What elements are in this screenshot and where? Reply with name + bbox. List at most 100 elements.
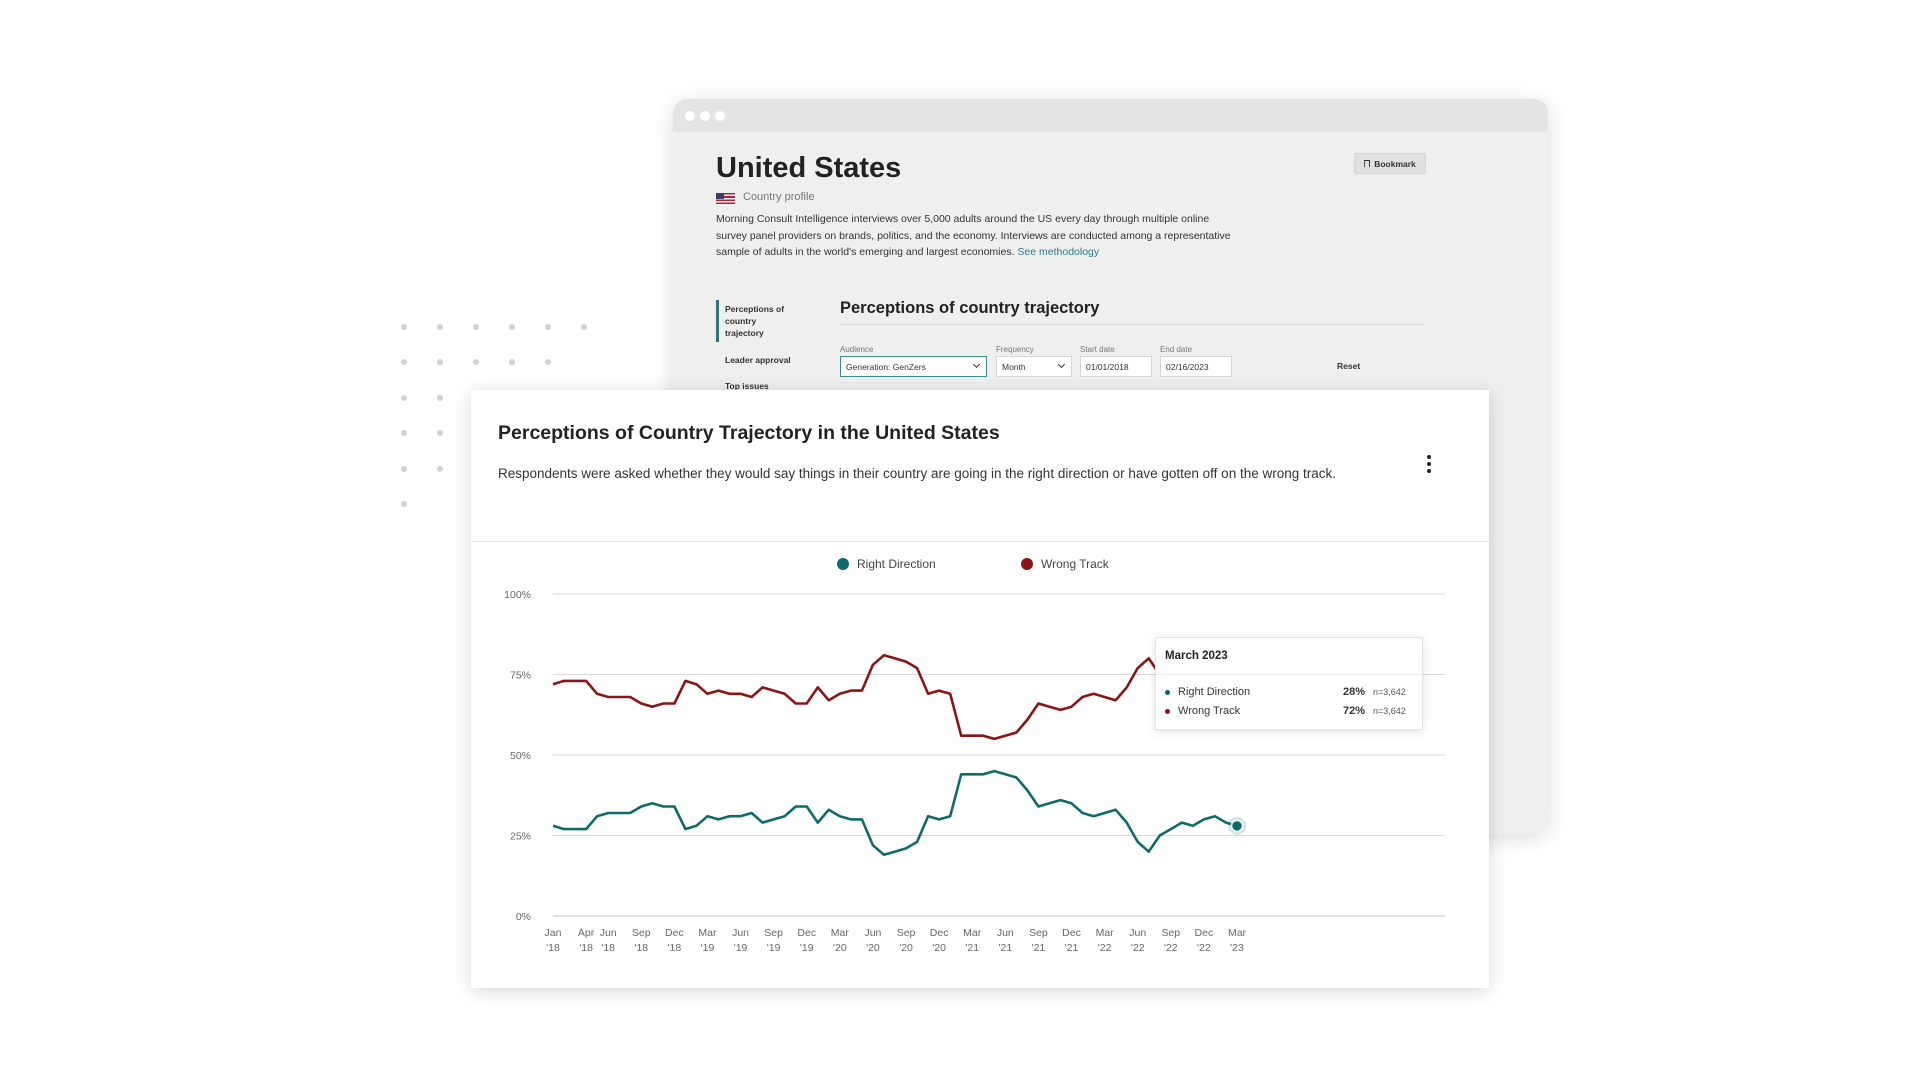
x-tick-label: '20 bbox=[866, 942, 880, 954]
x-tick-label: Jun bbox=[864, 927, 881, 939]
tooltip-sample-size: n=3,642 bbox=[1373, 687, 1406, 697]
x-tick-label: Dec bbox=[930, 927, 949, 939]
wrong-track-line[interactable] bbox=[552, 653, 1238, 741]
x-tick-label: Apr bbox=[578, 927, 595, 939]
x-tick-label: '18 bbox=[546, 942, 560, 954]
dot-icon bbox=[545, 359, 551, 365]
tooltip-label: Right Direction bbox=[1178, 686, 1251, 698]
tooltip-value: 72% bbox=[1342, 705, 1365, 717]
dot-icon bbox=[437, 430, 443, 436]
y-tick-label: 100% bbox=[504, 589, 531, 601]
dot-icon bbox=[401, 324, 407, 330]
x-tick-label: Mar bbox=[1096, 927, 1115, 939]
dot-icon bbox=[509, 359, 515, 365]
start-date-input[interactable]: 01/01/2018 bbox=[1080, 356, 1152, 377]
frequency-select[interactable]: Month bbox=[996, 356, 1072, 377]
series-dot-icon bbox=[1165, 708, 1170, 714]
x-tick-label: '19 bbox=[734, 942, 748, 954]
tooltip-title: March 2023 bbox=[1165, 650, 1228, 662]
chart-description: Respondents were asked whether they woul… bbox=[498, 466, 1336, 481]
methodology-link[interactable]: See methodology bbox=[1017, 246, 1100, 258]
section-nav: Perceptions of country trajectory Leader… bbox=[716, 300, 816, 392]
x-tick-label: '18 bbox=[668, 942, 682, 954]
dot-icon bbox=[437, 324, 443, 330]
y-tick-label: 75% bbox=[510, 670, 531, 682]
dot-icon bbox=[437, 359, 443, 365]
section-title: Perceptions of country trajectory bbox=[840, 299, 1100, 317]
start-date-value: 01/01/2018 bbox=[1086, 361, 1129, 372]
tooltip-value: 28% bbox=[1342, 686, 1365, 698]
tooltip-label: Wrong Track bbox=[1178, 705, 1241, 717]
right-direction-line[interactable] bbox=[552, 769, 1238, 857]
legend-item-wrong-track[interactable]: Wrong Track bbox=[1021, 557, 1109, 571]
x-tick-label: '22 bbox=[1098, 942, 1112, 954]
us-flag-icon bbox=[716, 193, 735, 204]
x-tick-label: Sep bbox=[764, 927, 783, 939]
chevron-down-icon bbox=[972, 360, 981, 369]
x-tick-label: '19 bbox=[767, 942, 781, 954]
bookmark-button[interactable]: Bookmark bbox=[1354, 153, 1426, 174]
x-tick-label: Sep bbox=[632, 927, 651, 939]
x-tick-label: Mar bbox=[963, 927, 982, 939]
x-tick-label: Dec bbox=[665, 927, 684, 939]
y-tick-label: 0% bbox=[516, 911, 531, 923]
divider bbox=[840, 324, 1424, 325]
x-tick-label: '22 bbox=[1164, 942, 1178, 954]
chart-title: Perceptions of Country Trajectory in the… bbox=[498, 422, 1000, 444]
x-tick-label: Sep bbox=[1161, 927, 1180, 939]
x-tick-label: '21 bbox=[965, 942, 979, 954]
x-tick-label: Jun bbox=[732, 927, 749, 939]
start-date-label: Start date bbox=[1080, 345, 1115, 354]
x-tick-label: Dec bbox=[1062, 927, 1081, 939]
right-direction-marker[interactable] bbox=[1230, 819, 1244, 833]
tooltip-row-wrong-track: Wrong Track 72% n=3,642 bbox=[1165, 703, 1415, 719]
x-tick-label: Mar bbox=[1228, 927, 1247, 939]
x-tick-label: Mar bbox=[831, 927, 850, 939]
dot-icon bbox=[401, 359, 407, 365]
series-dot-icon bbox=[1165, 689, 1170, 695]
legend-item-right-direction[interactable]: Right Direction bbox=[837, 557, 936, 571]
x-tick-label: Jan bbox=[545, 927, 562, 939]
browser-title-bar bbox=[673, 99, 1548, 132]
frequency-label: Frequency bbox=[996, 345, 1034, 354]
line-chart[interactable]: 0% 25% 50% 75% 100% Jan '18 Apr '18 Jun '18 Sep '18 D… bbox=[471, 390, 1489, 988]
chart-tooltip: March 2023 Right Direction 28% n=3,642 W… bbox=[1155, 637, 1423, 730]
reset-button[interactable]: Reset bbox=[1337, 361, 1361, 371]
bookmark-label: Bookmark bbox=[1374, 158, 1416, 169]
dot-icon bbox=[473, 324, 479, 330]
nav-item-top-issues[interactable]: Top issues bbox=[725, 381, 769, 391]
x-tick-label: Jun bbox=[1129, 927, 1146, 939]
x-tick-label: '21 bbox=[1032, 942, 1046, 954]
y-tick-label: 25% bbox=[510, 831, 531, 843]
dot-icon bbox=[401, 395, 407, 401]
dot-icon bbox=[545, 324, 551, 330]
frequency-value: Month bbox=[1002, 361, 1026, 372]
tooltip-row-right-direction: Right Direction 28% n=3,642 bbox=[1165, 684, 1415, 700]
dot-icon bbox=[401, 430, 407, 436]
audience-select[interactable]: Generation: GenZers bbox=[840, 356, 987, 377]
divider bbox=[1156, 674, 1422, 675]
x-tick-label: '18 bbox=[579, 942, 593, 954]
dot-icon bbox=[473, 359, 479, 365]
x-tick-label: Dec bbox=[797, 927, 816, 939]
audience-value: Generation: GenZers bbox=[846, 361, 926, 372]
end-date-input[interactable]: 02/16/2023 bbox=[1160, 356, 1232, 377]
x-tick-label: '18 bbox=[601, 942, 615, 954]
dot-icon bbox=[401, 466, 407, 472]
dot-icon bbox=[401, 501, 407, 507]
end-date-label: End date bbox=[1160, 345, 1193, 354]
x-tick-label: Jun bbox=[600, 927, 617, 939]
kebab-menu-icon[interactable] bbox=[1421, 452, 1437, 476]
x-tick-label: Sep bbox=[1029, 927, 1048, 939]
nav-item-leader-approval[interactable]: Leader approval bbox=[725, 355, 791, 365]
dot-icon bbox=[581, 324, 587, 330]
page-description: Morning Consult Intelligence interviews … bbox=[716, 211, 1236, 261]
x-tick-label: '18 bbox=[634, 942, 648, 954]
dot-icon bbox=[509, 324, 515, 330]
audience-label: Audience bbox=[840, 345, 874, 354]
legend-label: Right Direction bbox=[857, 557, 936, 571]
x-tick-label: Dec bbox=[1195, 927, 1214, 939]
nav-item-country-trajectory[interactable]: Perceptions of country trajectory bbox=[716, 300, 795, 342]
chart-card: Perceptions of Country Trajectory in the… bbox=[471, 390, 1489, 988]
x-tick-label: '21 bbox=[1065, 942, 1079, 954]
